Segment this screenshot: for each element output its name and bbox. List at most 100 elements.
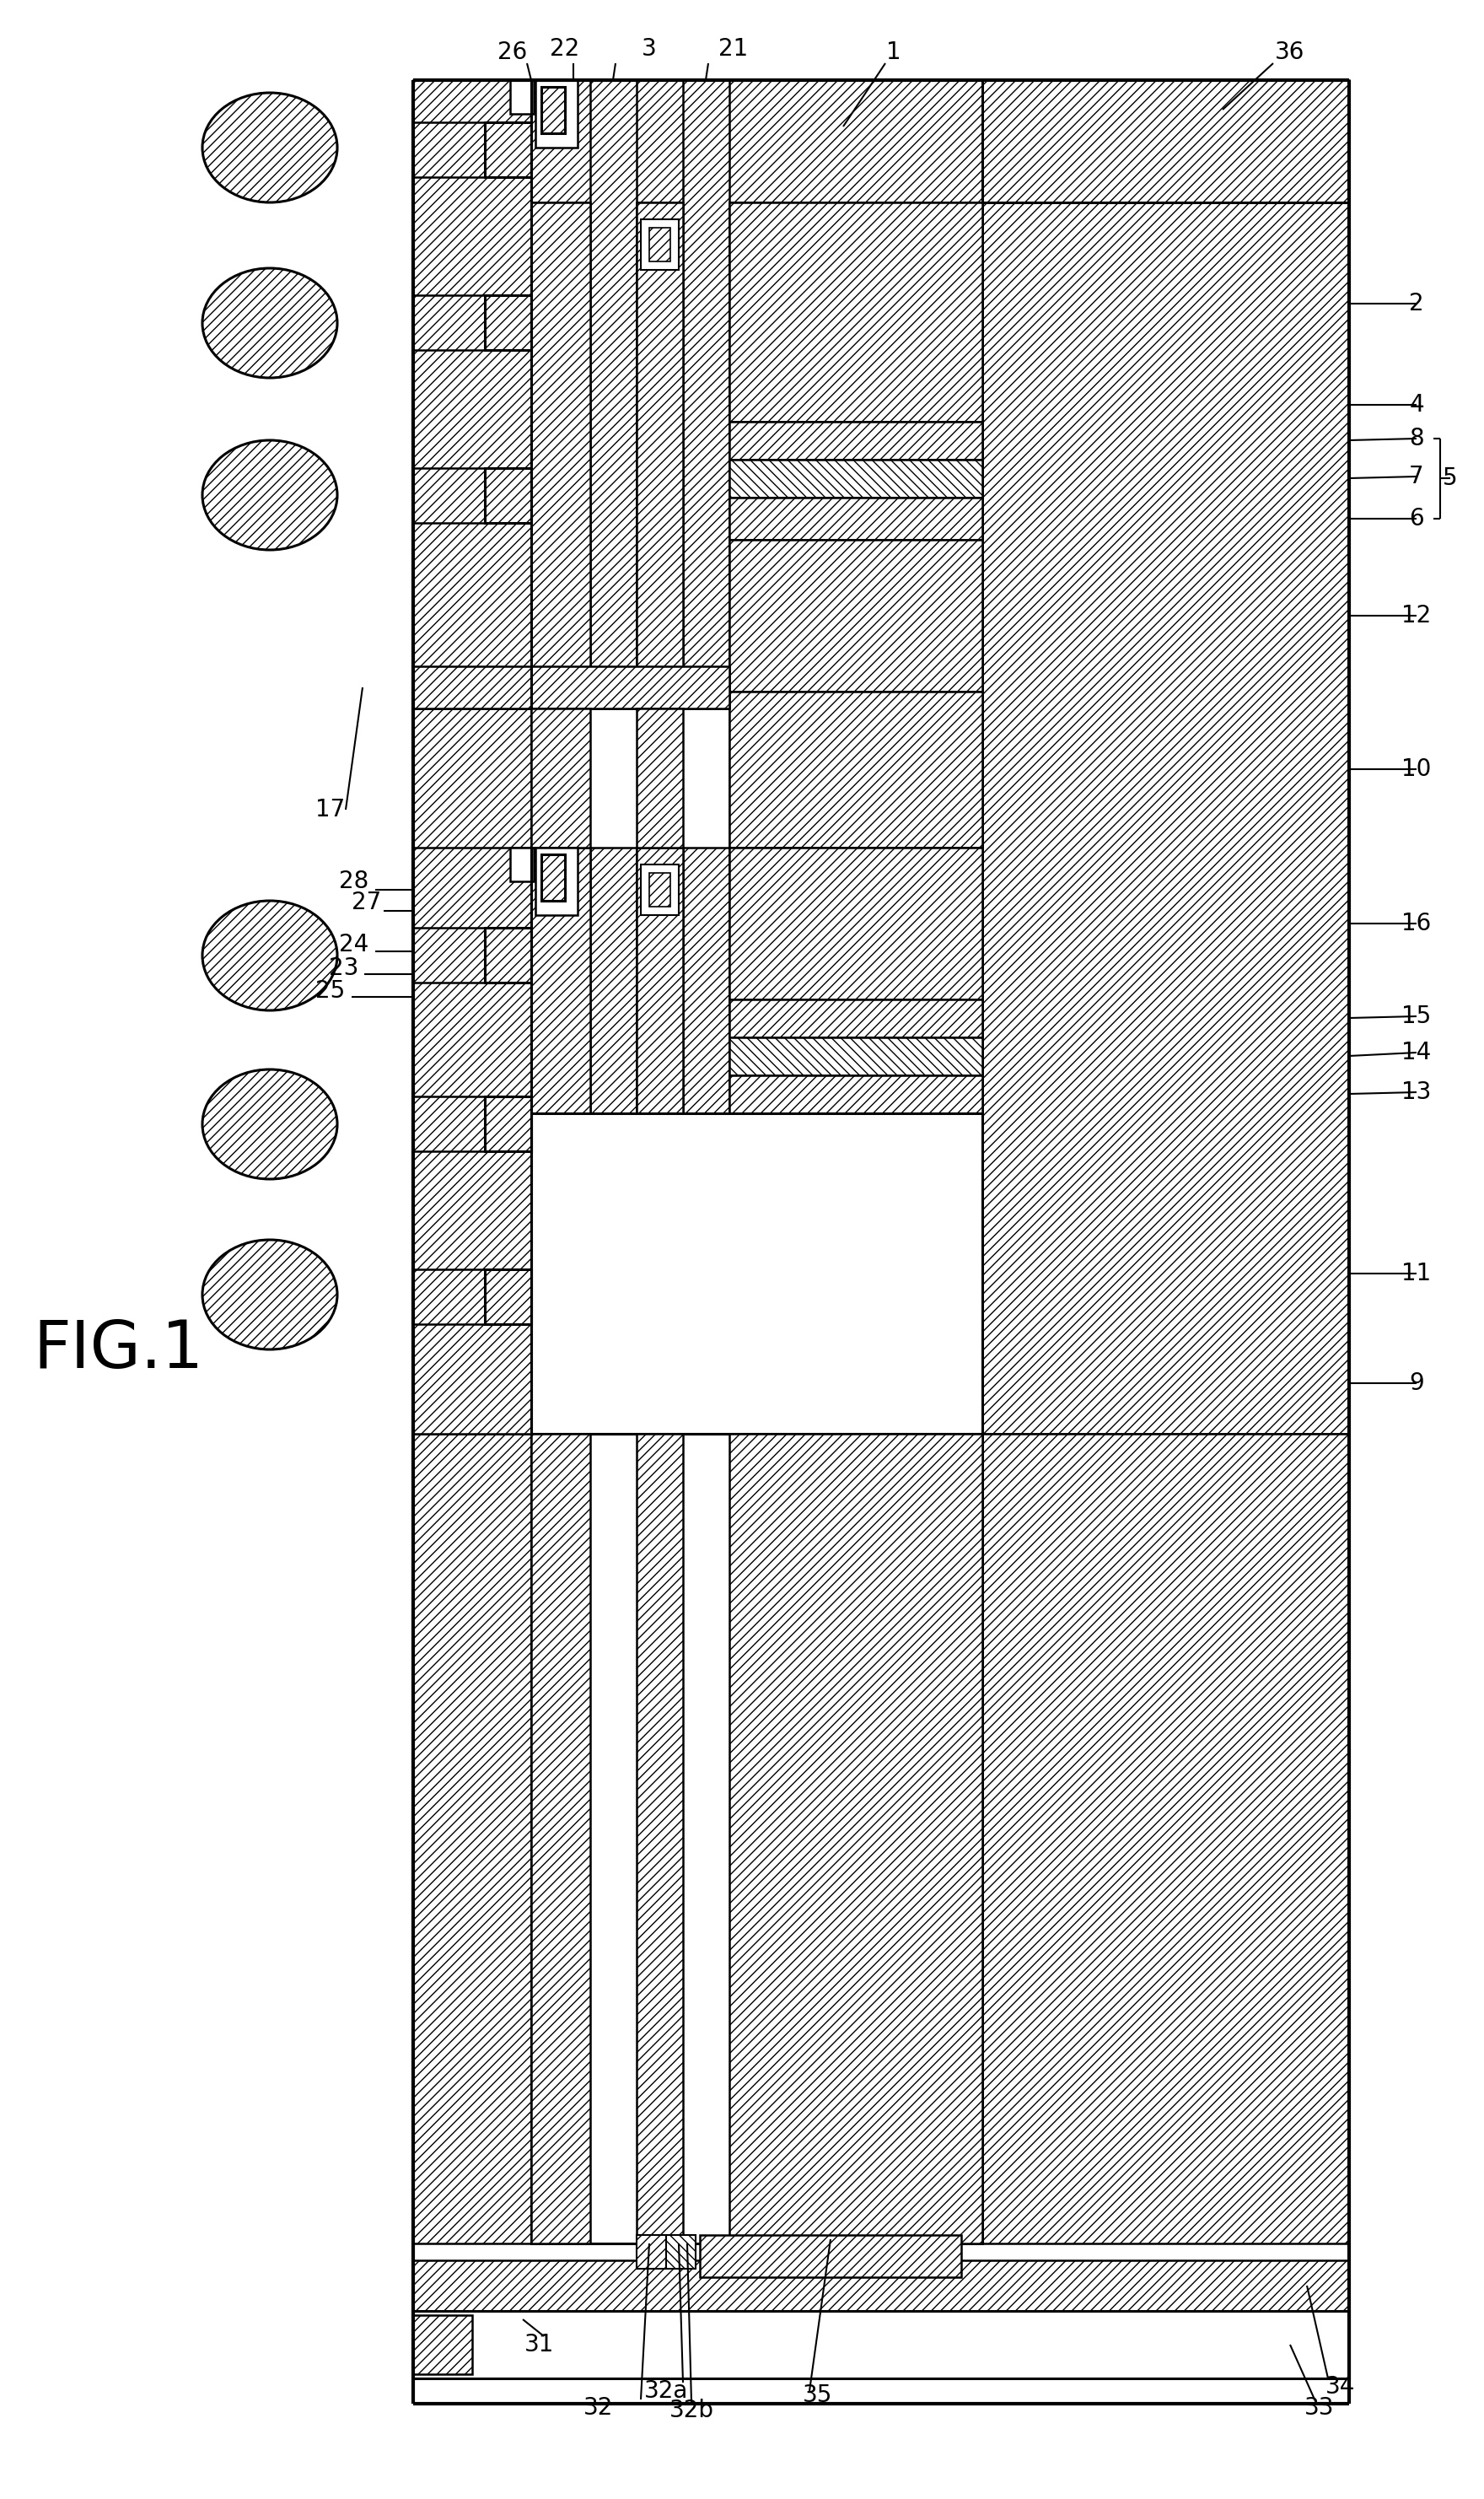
Bar — [591, 80, 637, 707]
Text: 32: 32 — [583, 2397, 613, 2419]
Bar — [413, 122, 531, 177]
Bar — [485, 927, 531, 982]
Text: 36: 36 — [1275, 40, 1304, 65]
Bar — [531, 1112, 982, 1434]
Text: 9: 9 — [1410, 1372, 1425, 1394]
Bar — [413, 1434, 1349, 2244]
Text: 4: 4 — [1410, 392, 1425, 417]
Bar — [729, 497, 982, 540]
Bar — [591, 847, 637, 1434]
Text: 14: 14 — [1402, 1040, 1432, 1065]
Bar — [531, 202, 591, 707]
Bar — [413, 847, 531, 1434]
Text: 16: 16 — [1402, 912, 1432, 935]
Text: 32b: 32b — [669, 2399, 714, 2422]
Bar — [729, 422, 982, 460]
Bar — [542, 855, 565, 900]
Text: 8: 8 — [1410, 427, 1425, 450]
Text: 27: 27 — [352, 890, 381, 915]
Bar — [700, 2234, 962, 2277]
Text: 12: 12 — [1402, 605, 1432, 627]
Bar — [729, 1037, 982, 1075]
Bar — [650, 227, 671, 262]
Bar — [413, 1269, 531, 1324]
Text: 2: 2 — [1410, 292, 1425, 315]
Text: 26: 26 — [497, 40, 527, 65]
Text: 24: 24 — [340, 932, 370, 957]
Bar — [637, 847, 683, 1434]
Bar — [413, 80, 531, 707]
Bar — [485, 122, 531, 177]
Bar — [666, 2234, 696, 2269]
Bar — [729, 692, 982, 847]
Text: 13: 13 — [1401, 1080, 1432, 1105]
Bar — [531, 1434, 982, 2244]
Text: 15: 15 — [1402, 1005, 1432, 1027]
Bar — [413, 467, 531, 522]
Text: 22: 22 — [551, 37, 580, 60]
Bar — [542, 87, 565, 132]
Bar — [637, 202, 683, 707]
Text: 33: 33 — [1304, 2397, 1334, 2419]
Bar — [650, 872, 671, 907]
Bar — [510, 80, 534, 115]
Bar — [729, 1075, 982, 1112]
Bar — [485, 1269, 531, 1324]
Ellipse shape — [202, 1240, 337, 1349]
Text: 5: 5 — [1442, 467, 1457, 490]
Bar — [729, 847, 982, 1000]
Bar — [485, 295, 531, 350]
Text: 35: 35 — [803, 2384, 833, 2407]
Bar — [413, 2314, 472, 2374]
Bar — [531, 1434, 591, 2244]
Bar — [637, 2234, 666, 2269]
Text: FIG.1: FIG.1 — [33, 1317, 203, 1382]
Text: 1: 1 — [886, 40, 901, 65]
Bar — [413, 1097, 531, 1152]
Bar — [982, 80, 1349, 202]
Bar — [485, 1097, 531, 1152]
Bar — [413, 667, 729, 707]
Text: 17: 17 — [316, 797, 346, 822]
Text: 11: 11 — [1402, 1262, 1432, 1284]
Bar — [413, 927, 531, 982]
Bar — [637, 1434, 683, 2244]
Bar — [683, 847, 729, 1434]
Bar — [729, 1434, 982, 2244]
Text: 3: 3 — [641, 37, 657, 60]
Bar — [729, 540, 982, 692]
Text: 32a: 32a — [644, 2379, 689, 2404]
Bar — [536, 80, 577, 147]
Text: 6: 6 — [1410, 507, 1425, 530]
Bar — [485, 467, 531, 522]
Bar — [729, 202, 982, 847]
Ellipse shape — [202, 92, 337, 202]
Text: 7: 7 — [1410, 465, 1425, 487]
Bar — [510, 847, 534, 882]
Text: 21: 21 — [718, 37, 748, 60]
Bar — [641, 865, 678, 915]
Bar — [413, 707, 531, 1434]
Bar — [729, 202, 982, 422]
Ellipse shape — [202, 440, 337, 550]
Bar — [413, 295, 531, 350]
Bar — [982, 202, 1349, 1434]
Text: 31: 31 — [525, 2334, 555, 2357]
Text: 10: 10 — [1401, 757, 1432, 782]
Text: 28: 28 — [340, 870, 370, 892]
Bar — [413, 2312, 1349, 2379]
Bar — [729, 847, 982, 1112]
Bar — [637, 707, 683, 847]
Bar — [641, 220, 678, 270]
Bar — [531, 80, 982, 202]
Ellipse shape — [202, 900, 337, 1010]
Text: 25: 25 — [316, 980, 346, 1002]
Bar — [729, 1000, 982, 1037]
Bar — [531, 847, 591, 1434]
Bar — [683, 80, 729, 707]
Bar — [536, 847, 577, 915]
Text: 23: 23 — [329, 957, 359, 980]
Ellipse shape — [202, 267, 337, 377]
Bar — [531, 707, 591, 847]
Ellipse shape — [202, 1070, 337, 1180]
